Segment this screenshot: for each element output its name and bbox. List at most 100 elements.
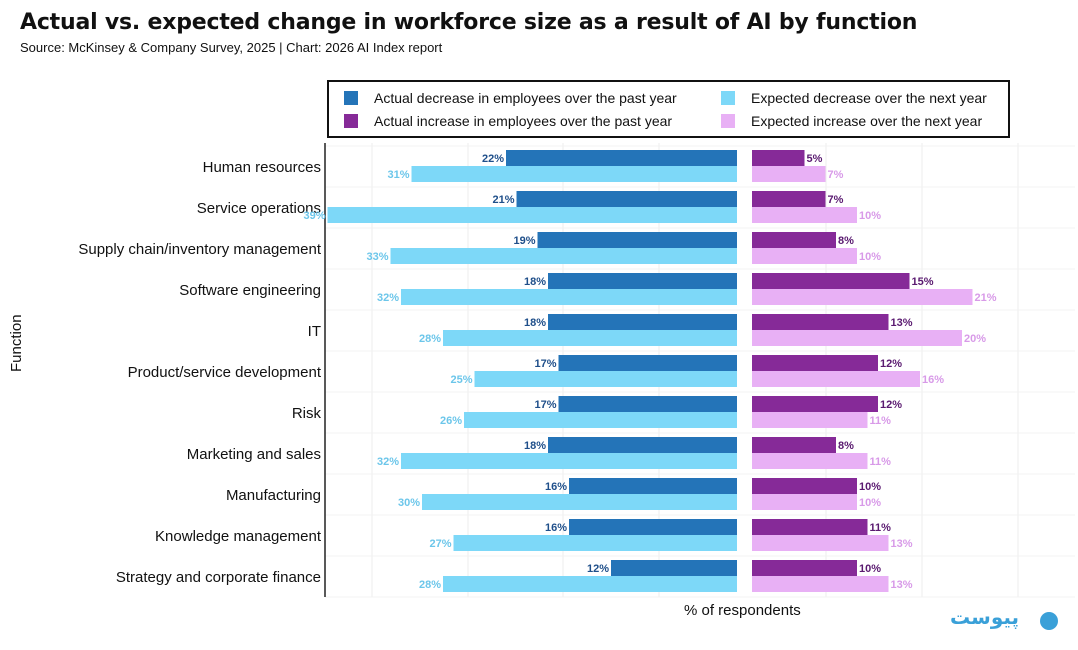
data-label: 21% [975,292,997,304]
bar [752,412,868,428]
category-label: Risk [292,405,322,422]
data-label: 31% [387,169,409,181]
data-label: 12% [880,358,902,370]
bar [506,150,737,166]
data-label: 11% [870,522,892,534]
data-label: 10% [859,563,881,575]
legend-swatch-expected-decrease [721,91,735,105]
bar [548,437,737,453]
legend-label: Actual increase in employees over the pa… [374,113,673,129]
data-label: 15% [912,276,934,288]
category-label: IT [308,323,321,340]
data-label: 22% [482,153,504,165]
bar [752,207,857,223]
bar [422,494,737,510]
bar [752,535,889,551]
chart-title: Actual vs. expected change in workforce … [20,10,918,35]
bar [752,371,920,387]
bar [569,519,737,535]
data-label: 17% [534,399,556,411]
legend-label: Expected decrease over the next year [751,90,987,106]
category-label: Human resources [203,159,321,176]
bar [752,289,973,305]
data-label: 16% [922,374,944,386]
category-label: Strategy and corporate finance [116,569,321,586]
legend-item-expected-decrease: Expected decrease over the next year [721,90,987,106]
bar [327,207,737,223]
data-label: 28% [419,579,441,591]
data-label: 26% [440,415,462,427]
bar [548,273,737,289]
data-label: 16% [545,522,567,534]
bar [516,191,737,207]
data-label: 32% [377,456,399,468]
legend-swatch-actual-decrease [344,91,358,105]
bar [752,494,857,510]
bar [752,232,836,248]
data-label: 19% [513,235,535,247]
data-label: 32% [377,292,399,304]
data-label: 7% [828,194,844,206]
bar [752,150,805,166]
data-label: 11% [870,456,892,468]
bar [611,560,737,576]
bar [752,437,836,453]
bar [752,191,826,207]
data-label: 30% [398,497,420,509]
category-label: Supply chain/inventory management [78,241,321,258]
bar [548,314,737,330]
data-label: 18% [524,440,546,452]
bar [401,289,737,305]
bar [752,478,857,494]
data-label: 18% [524,317,546,329]
data-label: 25% [450,374,472,386]
bar [558,355,737,371]
data-label: 7% [828,169,844,181]
legend-item-expected-increase: Expected increase over the next year [721,113,982,129]
bar [537,232,737,248]
data-label: 27% [429,538,451,550]
data-label: 20% [964,333,986,345]
category-label: Product/service development [128,364,322,381]
category-label: Manufacturing [226,487,321,504]
data-label: 13% [891,317,913,329]
bar [558,396,737,412]
data-label: 12% [880,399,902,411]
data-label: 16% [545,481,567,493]
bar [464,412,737,428]
data-label: 10% [859,210,881,222]
chart-subtitle: Source: McKinsey & Company Survey, 2025 … [20,40,443,55]
bar [752,560,857,576]
data-label: 12% [587,563,609,575]
legend: Actual decrease in employees over the pa… [327,80,1010,138]
data-label: 13% [891,579,913,591]
data-label: 8% [838,440,854,452]
category-label: Knowledge management [155,528,322,545]
category-label: Marketing and sales [187,446,321,463]
bar [752,166,826,182]
bar [401,453,737,469]
x-axis-label: % of respondents [684,602,801,619]
legend-label: Expected increase over the next year [751,113,983,129]
legend-item-actual-increase: Actual increase in employees over the pa… [344,113,672,129]
bar [453,535,737,551]
bar [752,314,889,330]
legend-label: Actual decrease in employees over the pa… [374,90,677,106]
data-label: 21% [492,194,514,206]
data-label: 10% [859,481,881,493]
category-label: Service operations [197,200,321,217]
bar [752,330,962,346]
bar [474,371,737,387]
bar [752,453,868,469]
data-label: 39% [303,210,325,222]
data-label: 17% [534,358,556,370]
watermark-icon [1040,612,1058,630]
bar [443,330,737,346]
bar [390,248,737,264]
data-label: 18% [524,276,546,288]
bar [752,396,878,412]
bar [752,355,878,371]
data-label: 10% [859,251,881,263]
legend-swatch-expected-increase [721,114,735,128]
